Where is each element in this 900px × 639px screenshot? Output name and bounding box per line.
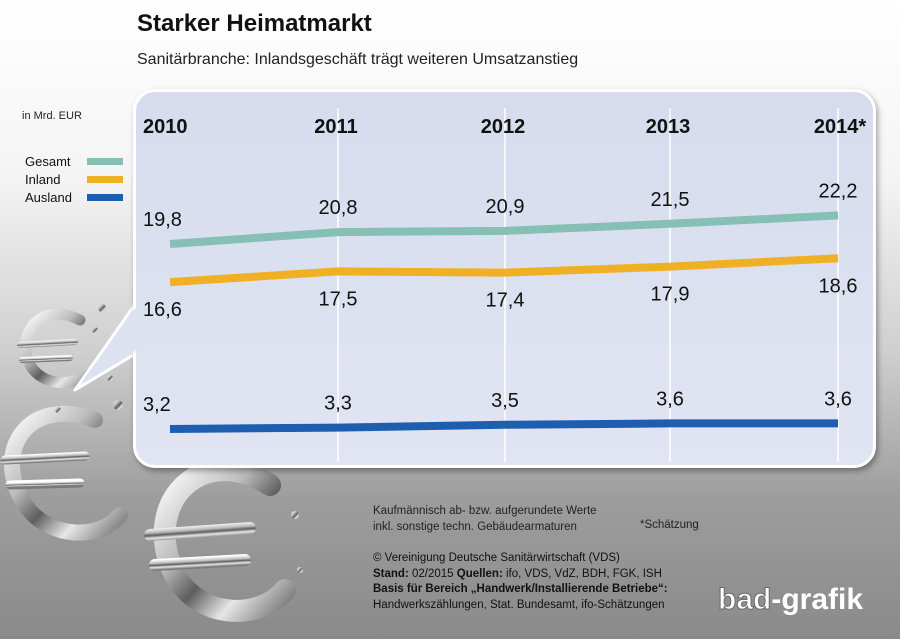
legend-swatch	[87, 157, 123, 165]
sources-value: ifo, VDS, VdZ, BDH, FGK, ISH	[505, 567, 662, 580]
legend-item-gesamt: Gesamt	[25, 152, 123, 170]
data-label: 3,5	[491, 390, 519, 412]
note-estimate: *Schätzung	[640, 519, 699, 531]
chart-subtitle: Sanitärbranche: Inlandsgeschäft trägt we…	[137, 51, 579, 68]
note-inclusion: inkl. sonstige techn. Gebäudearmaturen	[373, 521, 577, 533]
basis-label-text: Basis für Bereich „Handwerk/Installieren…	[373, 583, 668, 595]
footnotes: Kaufmännisch ab- bzw. aufgerundete Werte…	[373, 503, 597, 535]
copyright: © Vereinigung Deutsche Sanitärwirtschaft…	[373, 552, 620, 564]
stand-label: Stand:	[373, 567, 409, 580]
bad-grafik-logo: bad-grafik	[717, 583, 864, 617]
data-label: 19,8	[143, 209, 182, 231]
basis-label: Basis für Bereich „Handwerk/Installieren…	[373, 582, 668, 598]
stand-sources-line: Stand: 02/2015 Quellen: ifo, VDS, VdZ, B…	[373, 567, 668, 583]
data-label: 17,9	[651, 284, 690, 306]
data-label: 3,2	[143, 394, 171, 416]
data-label: 22,2	[819, 180, 858, 202]
unit-label: in Mrd. EUR	[22, 110, 82, 122]
data-label: 21,5	[651, 189, 690, 211]
x-tick-label: 2010	[143, 116, 188, 138]
stand-value: 02/2015	[411, 567, 454, 580]
x-tick-label: 2011	[314, 116, 357, 138]
data-label: 17,5	[319, 288, 358, 310]
data-label: 3,6	[656, 388, 684, 410]
credits: © Vereinigung Deutsche Sanitärwirtschaft…	[373, 551, 668, 613]
legend: Gesamt Inland Ausland	[25, 152, 123, 206]
data-label: 3,3	[324, 393, 352, 415]
logo-part-grafik: -grafik	[771, 583, 864, 616]
legend-swatch	[87, 193, 123, 201]
legend-label: Ausland	[25, 189, 72, 205]
note-rounding: Kaufmännisch ab- bzw. aufgerundete Werte	[373, 505, 597, 517]
data-label: 18,6	[819, 275, 858, 297]
data-label: 17,4	[486, 290, 525, 312]
series-line-ausland	[169, 419, 838, 433]
chart-title: Starker Heimatmarkt	[137, 10, 372, 37]
series-line-inland	[169, 254, 839, 287]
basis-value: Handwerkszählungen, Stat. Bundesamt, ifo…	[373, 598, 665, 611]
logo-part-bad: bad	[717, 583, 772, 617]
x-tick-label: 2013	[646, 116, 691, 138]
liquid-euro-illustration	[0, 304, 303, 622]
data-label: 20,8	[319, 197, 358, 219]
series-line-gesamt	[169, 211, 839, 248]
data-label: 20,9	[486, 196, 525, 218]
data-label: 16,6	[143, 299, 182, 321]
x-tick-label: 2012	[481, 116, 526, 138]
callout-pointer-cover	[83, 303, 152, 380]
legend-swatch	[87, 175, 123, 183]
legend-item-inland: Inland	[25, 170, 123, 188]
x-tick-label: 2014*	[814, 116, 866, 138]
legend-label: Gesamt	[25, 153, 71, 169]
legend-label: Inland	[25, 171, 61, 187]
legend-item-ausland: Ausland	[25, 188, 123, 206]
data-label: 3,6	[824, 388, 852, 410]
sources-label: Quellen:	[456, 567, 503, 580]
